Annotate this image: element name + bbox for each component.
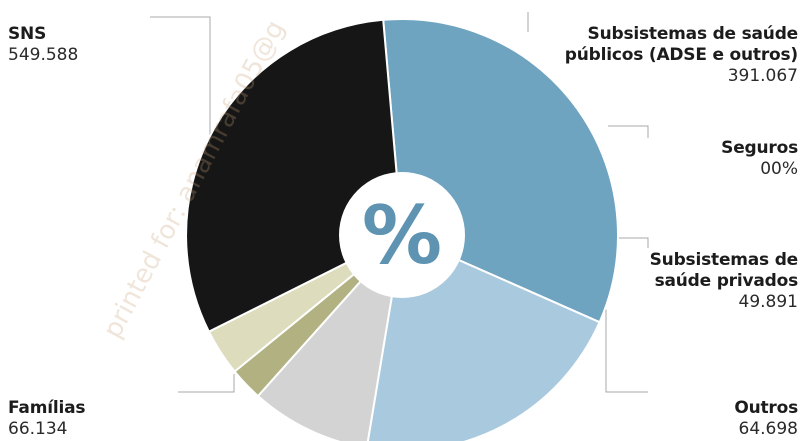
slice-value-sns: 549.588 [8, 45, 79, 65]
slice-value-familias: 66.134 [8, 419, 68, 439]
leader-line-sns [150, 16, 211, 145]
slice-label-outros: Outros [734, 398, 798, 418]
legend-outros: Outros 64.698 [734, 398, 798, 440]
slice-label-sns: SNS [8, 24, 47, 44]
legend-seguros: Seguros 00% [721, 138, 798, 180]
leader-line-seguros [608, 125, 649, 138]
legend-sns: SNS 549.588 [8, 24, 78, 66]
leader-line-subsistemas-privados [616, 237, 649, 248]
slice-value-subsistemas-publicos: 391.067 [727, 66, 798, 86]
slice-value-subsistemas-privados: 49.891 [738, 292, 798, 312]
leader-line-familias [178, 374, 235, 393]
leader-line-outros [598, 309, 648, 393]
slice-label-subsistemas-privados: Subsistemas de saúde privados [649, 250, 799, 291]
slice-value-seguros: 00% [760, 159, 798, 179]
center-hole [339, 172, 465, 298]
slice-label-seguros: Seguros [721, 138, 798, 158]
legend-subsistemas-privados: Subsistemas de saúde privados 49.891 [628, 250, 799, 313]
slice-label-familias: Famílias [8, 398, 86, 418]
legend-familias: Famílias 66.134 [8, 398, 85, 440]
slice-label-subsistemas-publicos: Subsistemas de saúde públicos (ADSE e ou… [564, 24, 798, 65]
legend-subsistemas-publicos: Subsistemas de saúde públicos (ADSE e ou… [538, 24, 798, 87]
slice-value-outros: 64.698 [738, 419, 798, 439]
center-percent-label: % [362, 189, 442, 282]
